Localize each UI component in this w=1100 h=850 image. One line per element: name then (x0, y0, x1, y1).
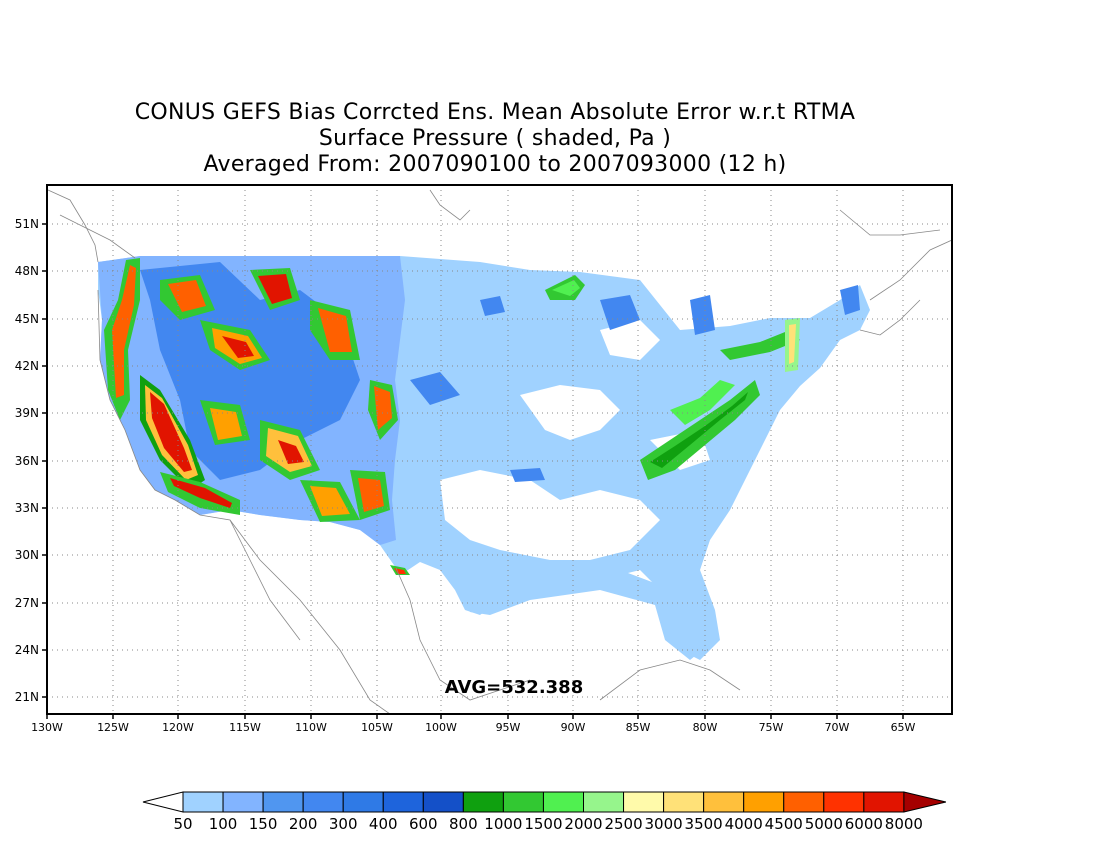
rockies-hotspots (160, 268, 398, 522)
title-line-2: Surface Pressure ( shaded, Pa ) (318, 126, 672, 151)
latitude-labels: 51N 48N 45N 42N 39N 36N 33N 30N 27N 24N 21N (15, 217, 47, 704)
lon-label: 80W (693, 721, 718, 734)
lat-label: 39N (15, 406, 39, 420)
lon-label: 125W (97, 721, 129, 734)
colorbar-cell (783, 791, 825, 813)
colorbar-label: 2000 (564, 815, 602, 833)
west-mottling (140, 262, 360, 480)
socal-band-core (170, 478, 232, 508)
colorbar-cell (462, 791, 504, 813)
colorbar-label: 5000 (805, 815, 843, 833)
colorbar-label: 1500 (524, 815, 562, 833)
colorbar-cell (542, 791, 585, 813)
lon-label: 105W (361, 721, 393, 734)
lon-label: 100W (425, 721, 457, 734)
lat-label: 45N (15, 312, 39, 326)
lat-label: 51N (15, 217, 39, 231)
lon-label: 95W (496, 721, 521, 734)
low-error-patch-3 (600, 320, 660, 360)
low-error-patch-2 (520, 385, 620, 440)
colorbar-label: 2500 (604, 815, 642, 833)
colorbar-cell (222, 791, 264, 813)
lat-label: 24N (15, 643, 39, 657)
colorbar-label: 4500 (765, 815, 803, 833)
colorbar-cell (262, 791, 304, 813)
lon-label: 70W (825, 721, 850, 734)
average-label: AVG=532.388 (445, 677, 583, 698)
lat-label: 42N (15, 359, 39, 373)
colorbar-label: 3500 (685, 815, 723, 833)
map-gridlines (47, 185, 952, 714)
lon-label: 90W (561, 721, 586, 734)
coast-range-core (112, 265, 136, 398)
colorbar-cell (823, 791, 865, 813)
colorbar-cell (502, 791, 544, 813)
colorbar-cell (182, 791, 224, 813)
colorbar-cell (623, 791, 665, 813)
colorbar-cell (382, 791, 424, 813)
colorbar-label: 1000 (484, 815, 522, 833)
lat-label: 36N (15, 454, 39, 468)
lat-label: 27N (15, 596, 39, 610)
lon-label: 115W (229, 721, 261, 734)
colorbar-max-arrow (903, 791, 947, 813)
lon-label: 120W (162, 721, 194, 734)
colorbar-label: 200 (289, 815, 318, 833)
colorbar-label: 8000 (885, 815, 923, 833)
colorbar-cell (863, 791, 905, 813)
plot-title-block: CONUS GEFS Bias Corrcted Ens. Mean Absol… (0, 100, 990, 178)
colorbar-cell (302, 791, 344, 813)
colorbar-label: 300 (329, 815, 358, 833)
longitude-labels: 130W 125W 120W 115W 110W 105W 100W 95W 90W 85W 80W… (31, 714, 916, 734)
colorbar-label: 3000 (645, 815, 683, 833)
gulf-band (455, 570, 715, 660)
lat-label: 48N (15, 264, 39, 278)
colorbar-cell (422, 791, 464, 813)
colorbar-label: 800 (449, 815, 478, 833)
colorbar-cell (663, 791, 705, 813)
map-frame (46, 184, 953, 715)
colorbar-min-arrow (142, 791, 184, 813)
lon-label: 65W (891, 721, 916, 734)
colorbar-label: 400 (369, 815, 398, 833)
lon-label: 75W (759, 721, 784, 734)
lon-label: 130W (31, 721, 63, 734)
lat-label: 33N (15, 501, 39, 515)
lon-label: 85W (626, 721, 651, 734)
map-panel (47, 189, 952, 714)
colorbar-cell (743, 791, 785, 813)
colorbar-label: 4000 (725, 815, 763, 833)
colorbar-label: 50 (173, 815, 192, 833)
title-line-3: Averaged From: 2007090100 to 2007093000 … (203, 152, 787, 177)
lon-label: 110W (295, 721, 327, 734)
appalachian-bands (390, 275, 800, 575)
colorbar-cell (703, 791, 745, 813)
colorbar-label: 100 (209, 815, 238, 833)
colorbar-cell (583, 791, 625, 813)
colorbar-label: 150 (249, 815, 278, 833)
colorbar-cell (342, 791, 384, 813)
title-line-1: CONUS GEFS Bias Corrcted Ens. Mean Absol… (134, 100, 856, 125)
lat-label: 21N (15, 690, 39, 704)
low-error-patch-1 (440, 470, 660, 560)
sierra-band-core (150, 392, 192, 472)
colorbar: 50 100 150 200 300 400 600 800 1000 1500 2000 2500 3… (142, 791, 947, 833)
colorbar-label: 600 (409, 815, 438, 833)
colorbar-label: 6000 (845, 815, 883, 833)
east-mottling (410, 285, 860, 482)
lat-label: 30N (15, 548, 39, 562)
